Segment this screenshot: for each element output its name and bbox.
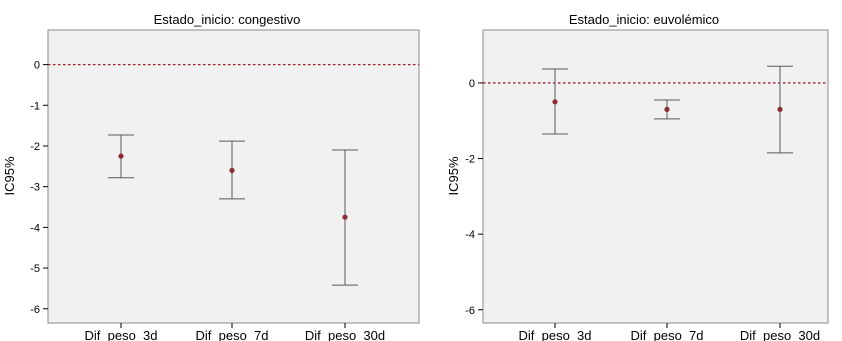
y-tick-label: 0 [469,78,475,90]
y-ticks: 0 -2 -4 -6 [465,78,483,317]
y-tick-label: -2 [30,141,40,153]
mean-point [118,153,124,159]
x-categories: Dif_peso_3d Dif_peso_7d Dif_peso_30d [85,323,385,341]
x-category-label: Dif_peso_3d [85,328,158,341]
panel-congestivo: Estado_inicio: congestivo IC95% 0 -1 -2 -3 -… [2,12,420,341]
y-tick-label: -6 [465,305,475,317]
y-tick-label: -6 [30,304,40,316]
mean-point [552,99,558,105]
mean-point [664,106,670,112]
y-tick-label: -4 [465,229,475,241]
y-tick-label: -3 [30,182,40,194]
y-tick-label: 0 [34,60,40,72]
x-categories: Dif_peso_3d Dif_peso_7d Dif_peso_30d [519,323,820,341]
y-axis-label: IC95% [2,156,17,195]
x-category-label: Dif_peso_7d [196,328,269,341]
x-category-label: Dif_peso_3d [519,328,592,341]
chart-title: Estado_inicio: congestivo [154,12,301,27]
plot-area [47,29,420,324]
panel-euvolemico: Estado_inicio: euvolémico IC95% 0-2-4-6 … [446,12,829,341]
x-category-label: Dif_peso_7d [631,328,704,341]
y-ticks: 0 -1 -2 -3 -4 -5 -6 [30,60,48,316]
y-tick-label: -1 [30,100,40,112]
mean-point [229,167,235,173]
error-bars [483,65,828,154]
mean-point [777,106,783,112]
chart-title: Estado_inicio: euvolémico [569,12,719,27]
plot-area [482,29,829,324]
error-bars [48,63,419,286]
y-axis-label: IC95% [446,156,461,195]
x-category-label: Dif_peso_30d [740,328,820,341]
x-category-label: Dif_peso_30d [305,328,385,341]
y-tick-label: -2 [465,154,475,166]
mean-point [342,214,348,220]
y-tick-label: -4 [30,222,40,234]
y-tick-label: -5 [30,263,40,275]
